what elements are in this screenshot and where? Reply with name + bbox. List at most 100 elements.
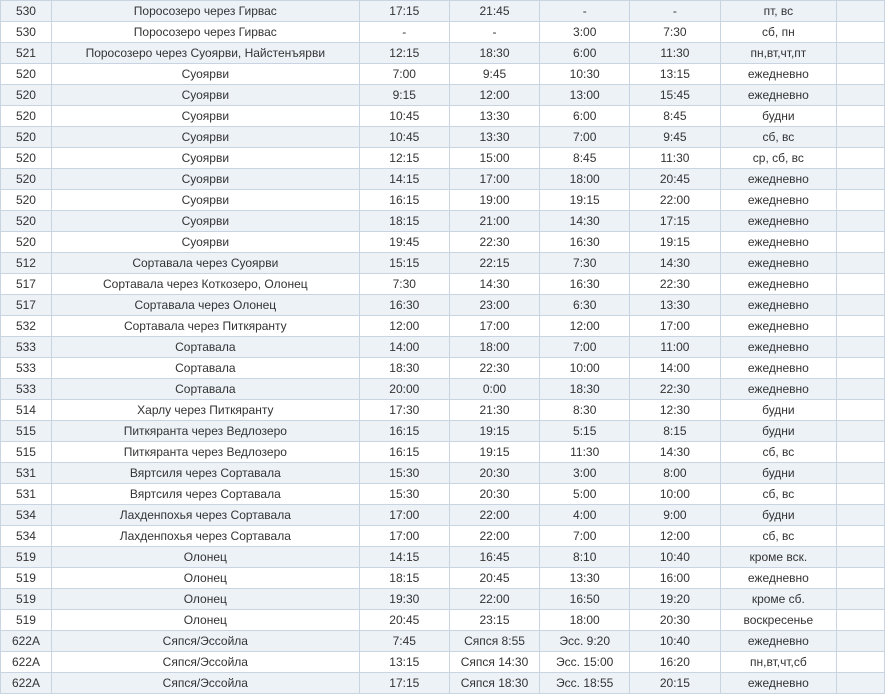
cell-t1: -	[359, 22, 449, 43]
cell-t2: -	[449, 22, 539, 43]
cell-dest: Сяпся/Эссойла	[51, 631, 359, 652]
cell-t3: 5:00	[540, 484, 630, 505]
table-row: 520Суоярви18:1521:0014:3017:15ежедневно	[1, 211, 885, 232]
cell-empty	[837, 253, 885, 274]
cell-t2: 22:30	[449, 358, 539, 379]
cell-empty	[837, 316, 885, 337]
cell-t4: 16:00	[630, 568, 720, 589]
cell-t4: 19:15	[630, 232, 720, 253]
cell-dest: Питкяранта через Ведлозеро	[51, 442, 359, 463]
cell-days: сб, пн	[720, 22, 837, 43]
cell-t2: 17:00	[449, 169, 539, 190]
cell-t3: 13:00	[540, 85, 630, 106]
cell-t4: 9:00	[630, 505, 720, 526]
cell-route: 514	[1, 400, 52, 421]
cell-empty	[837, 295, 885, 316]
cell-dest: Суоярви	[51, 127, 359, 148]
cell-t4: 22:30	[630, 379, 720, 400]
cell-t3: 6:00	[540, 43, 630, 64]
cell-t4: 9:45	[630, 127, 720, 148]
cell-t1: 15:15	[359, 253, 449, 274]
cell-days: ежедневно	[720, 169, 837, 190]
cell-route: 533	[1, 337, 52, 358]
table-row: 514Харлу через Питкяранту17:3021:308:301…	[1, 400, 885, 421]
cell-t4: 13:15	[630, 64, 720, 85]
cell-route: 520	[1, 148, 52, 169]
cell-empty	[837, 526, 885, 547]
cell-dest: Питкяранта через Ведлозеро	[51, 421, 359, 442]
cell-t3: 8:30	[540, 400, 630, 421]
cell-t4: 19:20	[630, 589, 720, 610]
cell-t1: 12:00	[359, 316, 449, 337]
table-row: 520Суоярви19:4522:3016:3019:15ежедневно	[1, 232, 885, 253]
table-row: 519Олонец19:3022:0016:5019:20кроме сб.	[1, 589, 885, 610]
cell-empty	[837, 169, 885, 190]
cell-days: сб, вс	[720, 526, 837, 547]
cell-empty	[837, 463, 885, 484]
cell-t3: 7:30	[540, 253, 630, 274]
cell-t1: 7:30	[359, 274, 449, 295]
schedule-tbody: 530Поросозеро через Гирвас17:1521:45--пт…	[1, 1, 885, 694]
table-row: 520Суоярви7:009:4510:3013:15ежедневно	[1, 64, 885, 85]
cell-t3: 19:15	[540, 190, 630, 211]
cell-dest: Сортавала	[51, 379, 359, 400]
cell-dest: Сортавала через Олонец	[51, 295, 359, 316]
cell-t3: 3:00	[540, 22, 630, 43]
cell-empty	[837, 337, 885, 358]
cell-t4: 14:30	[630, 253, 720, 274]
cell-t2: 22:00	[449, 589, 539, 610]
cell-route: 515	[1, 421, 52, 442]
cell-t4: 20:15	[630, 673, 720, 694]
cell-t2: 18:30	[449, 43, 539, 64]
cell-t1: 18:30	[359, 358, 449, 379]
cell-days: кроме вск.	[720, 547, 837, 568]
cell-t3: Эсс. 9:20	[540, 631, 630, 652]
table-row: 533Сортавала20:000:0018:3022:30ежедневно	[1, 379, 885, 400]
cell-t4: 14:00	[630, 358, 720, 379]
cell-days: ежедневно	[720, 379, 837, 400]
table-row: 531Вяртсиля через Сортавала15:3020:303:0…	[1, 463, 885, 484]
cell-days: сб, вс	[720, 127, 837, 148]
cell-t2: 13:30	[449, 127, 539, 148]
cell-days: ежедневно	[720, 85, 837, 106]
cell-empty	[837, 1, 885, 22]
cell-t1: 18:15	[359, 568, 449, 589]
cell-days: ежедневно	[720, 274, 837, 295]
table-row: 520Суоярви12:1515:008:4511:30ср, сб, вс	[1, 148, 885, 169]
cell-dest: Вяртсиля через Сортавала	[51, 484, 359, 505]
cell-empty	[837, 106, 885, 127]
cell-dest: Сортавала	[51, 337, 359, 358]
cell-empty	[837, 631, 885, 652]
table-row: 519Олонец20:4523:1518:0020:30воскресенье	[1, 610, 885, 631]
cell-days: ежедневно	[720, 316, 837, 337]
cell-t1: 16:15	[359, 421, 449, 442]
cell-t2: 22:15	[449, 253, 539, 274]
cell-dest: Лахденпохья через Сортавала	[51, 526, 359, 547]
table-row: 520Суоярви10:4513:306:008:45будни	[1, 106, 885, 127]
cell-t4: 17:00	[630, 316, 720, 337]
cell-t3: 8:10	[540, 547, 630, 568]
cell-dest: Сяпся/Эссойла	[51, 673, 359, 694]
cell-route: 519	[1, 568, 52, 589]
table-row: 622АСяпся/Эссойла13:15Сяпся 14:30Эсс. 15…	[1, 652, 885, 673]
cell-t2: 20:45	[449, 568, 539, 589]
table-row: 512Сортавала через Суоярви15:1522:157:30…	[1, 253, 885, 274]
cell-t3: 4:00	[540, 505, 630, 526]
table-row: 520Суоярви10:4513:307:009:45сб, вс	[1, 127, 885, 148]
cell-empty	[837, 421, 885, 442]
cell-days: ежедневно	[720, 631, 837, 652]
cell-dest: Суоярви	[51, 169, 359, 190]
cell-t1: 13:15	[359, 652, 449, 673]
table-row: 517Сортавала через Коткозеро, Олонец7:30…	[1, 274, 885, 295]
cell-empty	[837, 190, 885, 211]
cell-dest: Олонец	[51, 547, 359, 568]
cell-t4: 16:20	[630, 652, 720, 673]
cell-t3: 16:50	[540, 589, 630, 610]
cell-t2: 21:45	[449, 1, 539, 22]
cell-t4: 11:30	[630, 43, 720, 64]
cell-days: сб, вс	[720, 484, 837, 505]
cell-t2: 23:15	[449, 610, 539, 631]
cell-days: пн,вт,чт,пт	[720, 43, 837, 64]
cell-route: 520	[1, 211, 52, 232]
cell-t2: 9:45	[449, 64, 539, 85]
